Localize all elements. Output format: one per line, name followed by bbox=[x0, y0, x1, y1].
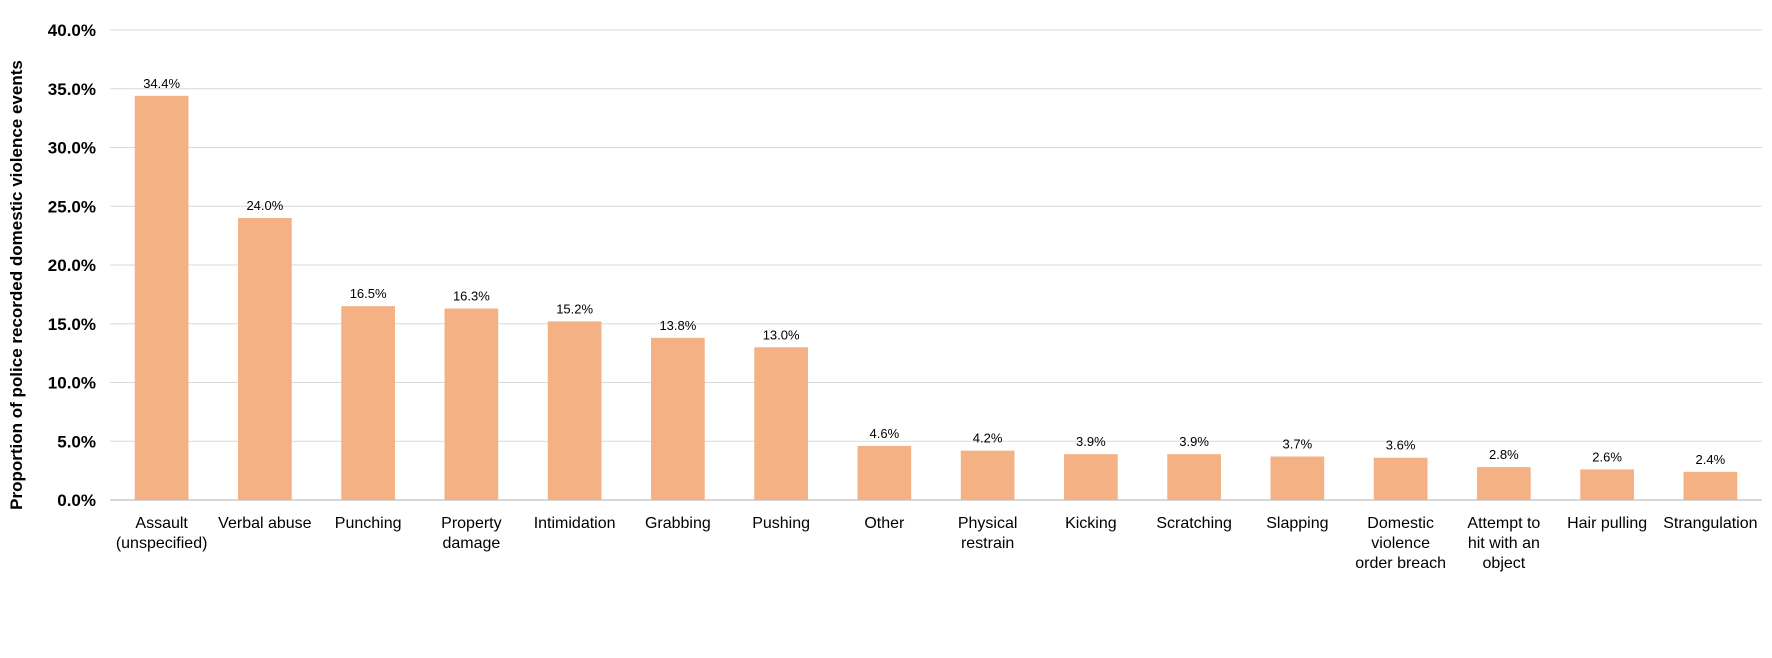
data-label: 3.9% bbox=[1076, 434, 1106, 449]
x-tick-label: Strangulation bbox=[1663, 515, 1757, 532]
bar bbox=[754, 347, 808, 500]
y-tick-label: 10.0% bbox=[48, 374, 96, 393]
x-axis-categories: Assault (unspecified) Verbal abuse Punching… bbox=[116, 515, 1758, 572]
y-tick-label: 25.0% bbox=[48, 197, 96, 216]
data-label: 3.9% bbox=[1179, 434, 1209, 449]
bar bbox=[547, 321, 602, 500]
x-tick-label: Physical restrain bbox=[958, 515, 1018, 552]
data-label: 3.7% bbox=[1283, 437, 1313, 452]
data-labels: 34.4% 24.0% 16.5% 16.3% 15.2% 13.8% 13.0% 4.6% 4… bbox=[143, 76, 1725, 467]
y-tick-label: 30.0% bbox=[48, 139, 96, 158]
x-tick-label: Intimidation bbox=[534, 515, 616, 532]
x-tick-label: Verbal abuse bbox=[218, 515, 312, 532]
x-tick-label: Property damage bbox=[441, 515, 501, 552]
bar bbox=[960, 450, 1015, 500]
x-tick-label: Slapping bbox=[1266, 515, 1328, 532]
data-label: 2.4% bbox=[1696, 452, 1726, 467]
bar bbox=[1373, 457, 1428, 500]
x-tick-label: Punching bbox=[335, 515, 402, 532]
x-tick-label: Other bbox=[864, 515, 905, 532]
x-tick-label: Attempt to hit with an object bbox=[1467, 515, 1540, 572]
bar bbox=[341, 306, 395, 500]
data-label: 3.6% bbox=[1386, 438, 1416, 453]
y-axis-title: Proportion of police recorded domestic v… bbox=[7, 60, 26, 510]
bar bbox=[651, 337, 705, 500]
data-label: 2.6% bbox=[1592, 449, 1622, 464]
data-label: 4.6% bbox=[870, 426, 900, 441]
y-tick-label: 15.0% bbox=[48, 315, 96, 334]
x-tick-label: Grabbing bbox=[645, 515, 711, 532]
data-label: 13.0% bbox=[763, 327, 800, 342]
y-tick-label: 40.0% bbox=[48, 21, 96, 40]
bar bbox=[444, 308, 499, 500]
y-tick-label: 0.0% bbox=[57, 491, 96, 510]
bar bbox=[238, 218, 292, 500]
x-tick-label: Kicking bbox=[1065, 515, 1117, 532]
bar bbox=[1683, 471, 1738, 500]
bars bbox=[134, 95, 1738, 501]
x-tick-label: Pushing bbox=[752, 515, 810, 532]
y-axis-ticks: 0.0% 5.0% 10.0% 15.0% 20.0% 25.0% 30.0% 35.0% 40… bbox=[48, 21, 96, 510]
y-tick-label: 35.0% bbox=[48, 80, 96, 99]
y-tick-label: 5.0% bbox=[57, 432, 96, 451]
x-tick-label: Hair pulling bbox=[1567, 515, 1647, 532]
data-label: 2.8% bbox=[1489, 447, 1519, 462]
x-tick-label: Assault (unspecified) bbox=[116, 515, 208, 552]
data-label: 16.5% bbox=[350, 286, 387, 301]
data-label: 34.4% bbox=[143, 76, 180, 91]
data-label: 4.2% bbox=[973, 431, 1003, 446]
bar bbox=[1580, 469, 1634, 500]
x-tick-label: Scratching bbox=[1156, 515, 1232, 532]
bar bbox=[1270, 456, 1325, 500]
bar bbox=[1167, 454, 1221, 500]
bar bbox=[1064, 454, 1118, 500]
bar bbox=[1477, 467, 1531, 500]
data-label: 13.8% bbox=[659, 318, 696, 333]
x-tick-label: Domestic violence order breach bbox=[1355, 515, 1446, 572]
data-label: 24.0% bbox=[246, 198, 283, 213]
bar bbox=[134, 95, 189, 501]
bar bbox=[857, 445, 912, 500]
y-tick-label: 20.0% bbox=[48, 256, 96, 275]
data-label: 15.2% bbox=[556, 301, 593, 316]
data-label: 16.3% bbox=[453, 288, 490, 303]
